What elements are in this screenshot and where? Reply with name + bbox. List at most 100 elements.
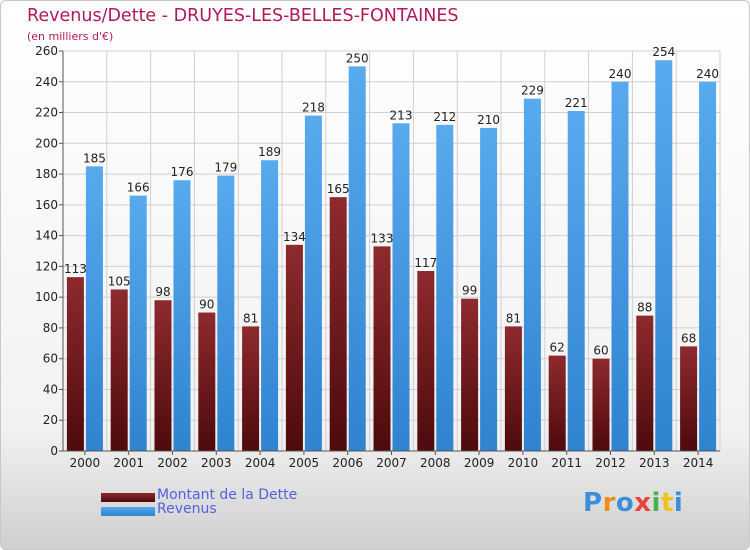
data-label-dette-2001: 105 bbox=[108, 274, 131, 288]
data-label-dette-2012: 60 bbox=[593, 344, 608, 358]
data-label-revenus-2006: 250 bbox=[346, 51, 369, 65]
y-tick-label: 180 bbox=[35, 167, 58, 181]
bar-dette-2003 bbox=[198, 312, 216, 451]
bar-dette-2001 bbox=[110, 289, 128, 451]
bar-dette-2010 bbox=[504, 326, 522, 451]
bar-revenus-2012 bbox=[611, 81, 629, 452]
bar-revenus-2000 bbox=[85, 166, 103, 451]
legend-label-revenus: Revenus bbox=[157, 501, 217, 517]
data-label-dette-2014: 68 bbox=[681, 331, 696, 345]
bar-dette-2004 bbox=[242, 326, 260, 451]
y-tick-label: 80 bbox=[43, 321, 58, 335]
proxiti-logo: Proxiti bbox=[583, 488, 683, 518]
data-label-dette-2007: 133 bbox=[371, 231, 394, 245]
data-label-revenus-2005: 218 bbox=[302, 101, 325, 115]
bar-revenus-2014 bbox=[699, 81, 717, 452]
data-label-revenus-2010: 229 bbox=[521, 84, 544, 98]
legend-swatch-dette bbox=[101, 493, 155, 502]
x-tick-label: 2005 bbox=[289, 456, 320, 470]
data-label-revenus-2008: 212 bbox=[433, 110, 456, 124]
y-tick-label: 100 bbox=[35, 290, 58, 304]
y-tick-label: 120 bbox=[35, 259, 58, 273]
logo-letter: P bbox=[583, 488, 603, 518]
y-tick-label: 40 bbox=[43, 382, 58, 396]
data-label-revenus-2003: 179 bbox=[214, 161, 237, 175]
bar-dette-2013 bbox=[636, 315, 654, 451]
data-label-revenus-2014: 240 bbox=[696, 67, 719, 81]
x-tick-label: 2007 bbox=[376, 456, 407, 470]
bar-dette-2011 bbox=[548, 355, 566, 451]
y-tick-label: 60 bbox=[43, 352, 58, 366]
data-label-revenus-2001: 166 bbox=[127, 181, 150, 195]
bar-revenus-2006 bbox=[348, 66, 366, 451]
bar-dette-2012 bbox=[592, 358, 610, 451]
y-tick-label: 240 bbox=[35, 75, 58, 89]
data-label-dette-2005: 134 bbox=[283, 230, 306, 244]
bar-dette-2008 bbox=[417, 271, 435, 451]
data-label-revenus-2011: 221 bbox=[565, 96, 588, 110]
logo-letter: r bbox=[602, 488, 616, 518]
x-tick-label: 2014 bbox=[683, 456, 714, 470]
bar-revenus-2002 bbox=[173, 180, 191, 451]
bar-revenus-2011 bbox=[567, 111, 585, 451]
bar-revenus-2009 bbox=[480, 127, 498, 451]
y-tick-label: 200 bbox=[35, 136, 58, 150]
bar-dette-2014 bbox=[680, 346, 698, 451]
x-tick-label: 2006 bbox=[332, 456, 363, 470]
data-label-dette-2002: 98 bbox=[155, 285, 170, 299]
x-tick-label: 2008 bbox=[420, 456, 451, 470]
data-label-revenus-2000: 185 bbox=[83, 151, 106, 165]
bar-revenus-2010 bbox=[523, 98, 541, 451]
logo-letter: i bbox=[651, 488, 661, 518]
chart-title: Revenus/Dette - DRUYES-LES-BELLES-FONTAI… bbox=[27, 6, 459, 26]
data-label-revenus-2013: 254 bbox=[652, 45, 675, 59]
x-tick-label: 2013 bbox=[639, 456, 670, 470]
data-label-revenus-2007: 213 bbox=[390, 108, 413, 122]
data-label-dette-2008: 117 bbox=[414, 256, 437, 270]
x-tick-label: 2000 bbox=[70, 456, 101, 470]
y-tick-label: 20 bbox=[43, 413, 58, 427]
legend-label-dette: Montant de la Dette bbox=[157, 487, 298, 503]
bar-revenus-2003 bbox=[217, 175, 235, 451]
legend-swatch-revenus bbox=[101, 507, 155, 516]
data-label-dette-2006: 165 bbox=[327, 182, 350, 196]
x-tick-label: 2002 bbox=[157, 456, 188, 470]
data-label-revenus-2004: 189 bbox=[258, 145, 281, 159]
x-tick-label: 2009 bbox=[464, 456, 495, 470]
x-tick-label: 2003 bbox=[201, 456, 232, 470]
logo-letter: i bbox=[673, 488, 684, 518]
bar-dette-2005 bbox=[285, 244, 303, 451]
y-tick-label: 0 bbox=[50, 444, 58, 458]
data-label-dette-2011: 62 bbox=[550, 341, 565, 355]
bar-revenus-2005 bbox=[304, 115, 322, 451]
bar-dette-2000 bbox=[66, 277, 84, 451]
data-label-revenus-2012: 240 bbox=[609, 67, 632, 81]
bar-dette-2002 bbox=[154, 300, 172, 451]
x-tick-label: 2010 bbox=[508, 456, 539, 470]
y-tick-label: 140 bbox=[35, 229, 58, 243]
y-tick-label: 260 bbox=[35, 44, 58, 58]
bar-dette-2007 bbox=[373, 246, 391, 451]
x-tick-label: 2012 bbox=[595, 456, 626, 470]
data-label-dette-2009: 99 bbox=[462, 284, 477, 298]
logo-letter: o bbox=[615, 488, 635, 518]
bar-revenus-2004 bbox=[261, 160, 279, 451]
bar-revenus-2008 bbox=[436, 124, 454, 451]
y-tick-label: 220 bbox=[35, 106, 58, 120]
chart-subtitle: (en milliers d'€) bbox=[27, 30, 114, 43]
data-label-revenus-2009: 210 bbox=[477, 113, 500, 127]
x-tick-label: 2011 bbox=[551, 456, 582, 470]
x-tick-label: 2001 bbox=[113, 456, 144, 470]
data-label-dette-2013: 88 bbox=[637, 301, 652, 315]
y-tick-label: 160 bbox=[35, 198, 58, 212]
x-tick-label: 2004 bbox=[245, 456, 276, 470]
bar-dette-2006 bbox=[329, 197, 347, 451]
data-label-revenus-2002: 176 bbox=[171, 165, 194, 179]
data-label-dette-2004: 81 bbox=[243, 311, 258, 325]
bar-revenus-2001 bbox=[129, 195, 147, 451]
bar-revenus-2013 bbox=[655, 60, 673, 451]
bar-dette-2009 bbox=[461, 298, 479, 451]
data-label-dette-2010: 81 bbox=[506, 311, 521, 325]
